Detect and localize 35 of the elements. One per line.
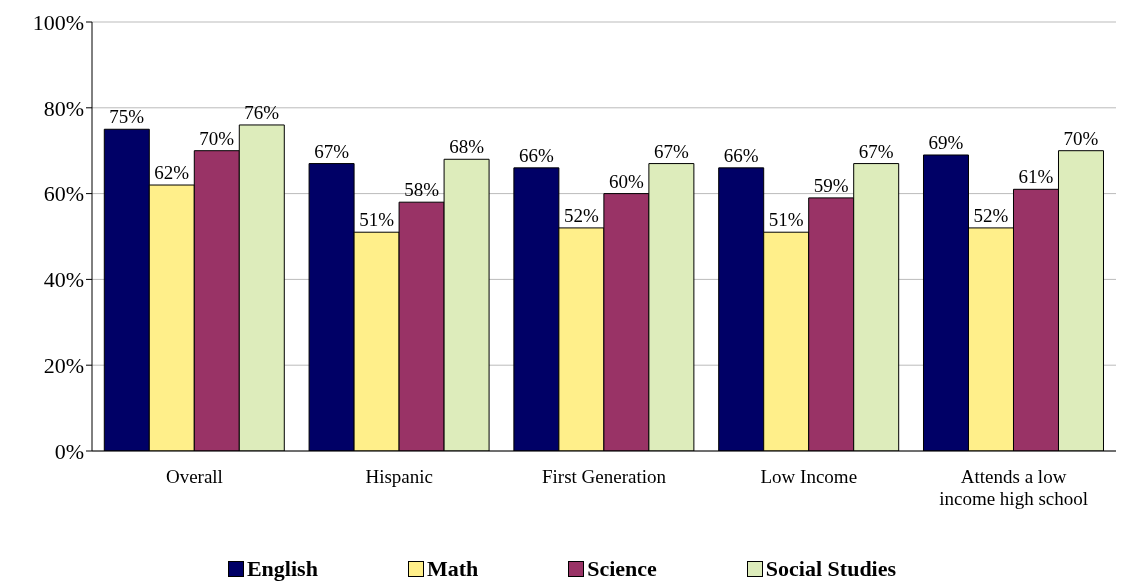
data-label: 70% — [199, 127, 235, 149]
data-label: 61% — [1018, 166, 1054, 188]
y-tick-label: 80% — [43, 95, 84, 121]
x-tick-label: Overall — [165, 466, 223, 487]
legend-label: English — [246, 556, 318, 582]
data-label: 52% — [563, 204, 599, 226]
data-label: 62% — [154, 162, 190, 184]
y-tick-label: 0% — [54, 438, 84, 464]
y-tick-label: 40% — [43, 267, 84, 293]
x-tick-label: First Generation — [541, 466, 667, 487]
y-tick-label: 100% — [32, 9, 84, 35]
x-tick-label: Hispanic — [365, 466, 433, 487]
legend-label: Science — [587, 556, 657, 582]
data-label: 67% — [653, 140, 689, 162]
data-label: 66% — [723, 144, 759, 166]
data-label: 76% — [244, 101, 280, 123]
data-label: 75% — [109, 106, 145, 128]
data-label: 51% — [359, 209, 395, 231]
data-label: 52% — [973, 204, 1009, 226]
data-label: 59% — [813, 174, 849, 196]
legend-label: Math — [426, 556, 479, 582]
y-tick-label: 20% — [43, 353, 84, 379]
data-label: 68% — [449, 136, 485, 158]
data-label: 67% — [314, 140, 350, 162]
data-label: 66% — [518, 144, 554, 166]
data-label: 58% — [404, 179, 440, 201]
data-label: 69% — [928, 131, 964, 153]
x-tick-label: Low Income — [760, 466, 858, 487]
data-label: 51% — [768, 209, 804, 231]
y-tick-label: 60% — [43, 181, 84, 207]
data-label: 70% — [1063, 127, 1099, 149]
x-tick-label: Attends a low income high school — [939, 466, 1089, 509]
data-label: 67% — [858, 140, 894, 162]
data-label: 60% — [608, 170, 644, 192]
legend-label: Social Studies — [765, 556, 897, 582]
